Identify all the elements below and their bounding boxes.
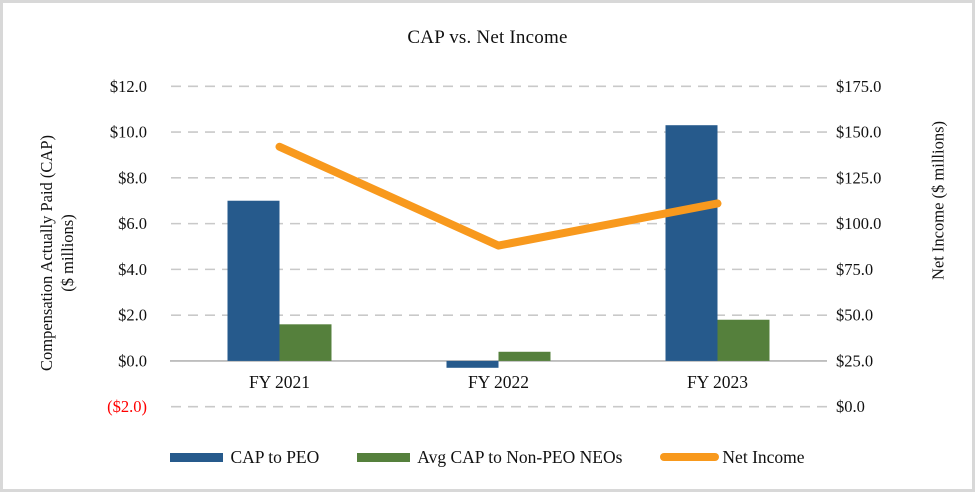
right-axis-title: Net Income ($ millions) (928, 121, 948, 281)
left-axis-tick-label: $0.0 (118, 351, 147, 370)
right-axis-tick-label: $0.0 (836, 397, 865, 416)
legend-label-net-income: Net Income (722, 446, 805, 467)
bar-cap-to-peo-fy-2022 (446, 360, 499, 368)
left-axis-tick-label: $12.0 (110, 77, 147, 96)
right-axis-tick-label: $50.0 (836, 306, 873, 325)
net-income-line (275, 142, 722, 250)
legend-swatch-orange-line-icon (660, 453, 720, 461)
legend-item-net-income: Net Income (660, 446, 805, 468)
bar-cap-to-peo-fy-2023 (665, 125, 718, 361)
right-axis-tick-label: $75.0 (836, 260, 873, 279)
legend-item-cap-to-peo: CAP to PEO (170, 447, 319, 468)
legend-label-cap-to-peo: CAP to PEO (230, 446, 320, 467)
left-axis-title-line1: Compensation Actually Paid (CAP) (37, 134, 56, 372)
left-axis-tick-label: $10.0 (110, 123, 147, 142)
legend-item-avg-cap-non-peo-neos: Avg CAP to Non-PEO NEOs (357, 447, 622, 468)
bar-avg-cap-non-peo-fy-2021 (279, 324, 332, 361)
bar-avg-cap-non-peo-fy-2022 (498, 351, 551, 361)
right-axis-tick-label: $175.0 (836, 77, 881, 96)
legend: CAP to PEO Avg CAP to Non-PEO NEOs Net I… (3, 443, 972, 471)
chart-title: CAP vs. Net Income (407, 27, 568, 48)
plot-area: ($2.0) $0.0 $2.0 $4.0 $6.0 $8.0 $10.0 $12.0 $0.0… (107, 77, 881, 416)
right-axis-tick-label: $125.0 (836, 168, 881, 187)
legend-swatch-blue-bar-icon (170, 452, 224, 462)
bar-avg-cap-non-peo-fy-2023 (717, 319, 770, 361)
left-axis-tick-label: $2.0 (118, 306, 147, 325)
right-axis-tick-label: $150.0 (836, 123, 881, 142)
left-axis-title: Compensation Actually Paid (CAP) ($ mill… (36, 83, 78, 423)
right-axis-tick-label: $100.0 (836, 214, 881, 233)
legend-label-avg-cap-non-peo-neos: Avg CAP to Non-PEO NEOs (417, 446, 623, 467)
category-label: FY 2023 (687, 372, 748, 392)
category-label: FY 2022 (468, 372, 529, 392)
left-axis-tick-label: ($2.0) (107, 397, 147, 416)
right-axis-tick-label: $25.0 (836, 351, 873, 370)
left-axis-tick-label: $8.0 (118, 168, 147, 187)
left-axis-title-line2: ($ millions) (58, 214, 77, 292)
left-axis-tick-label: $4.0 (118, 260, 147, 279)
left-axis-tick-label: $6.0 (118, 214, 147, 233)
bar-cap-to-peo-fy-2021 (227, 200, 280, 361)
category-label: FY 2021 (249, 372, 310, 392)
legend-swatch-green-bar-icon (357, 452, 411, 462)
